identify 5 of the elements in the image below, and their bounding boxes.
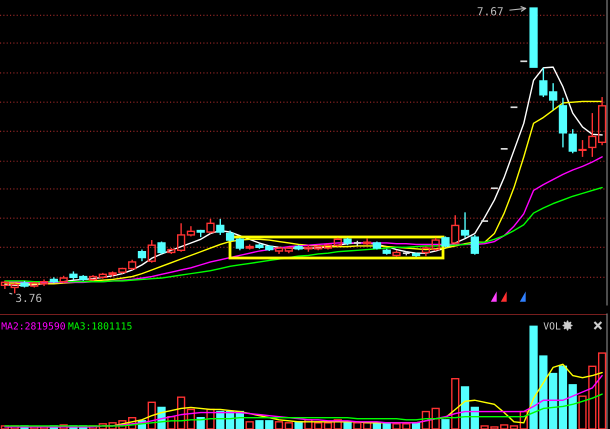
- annotation: MA2:2819590: [2, 322, 65, 330]
- annotation: MA3:1801115: [68, 322, 132, 330]
- annotation: 7.67: [478, 7, 503, 16]
- annotation: VOL: [544, 322, 560, 330]
- annotation: 3.76: [16, 294, 42, 302]
